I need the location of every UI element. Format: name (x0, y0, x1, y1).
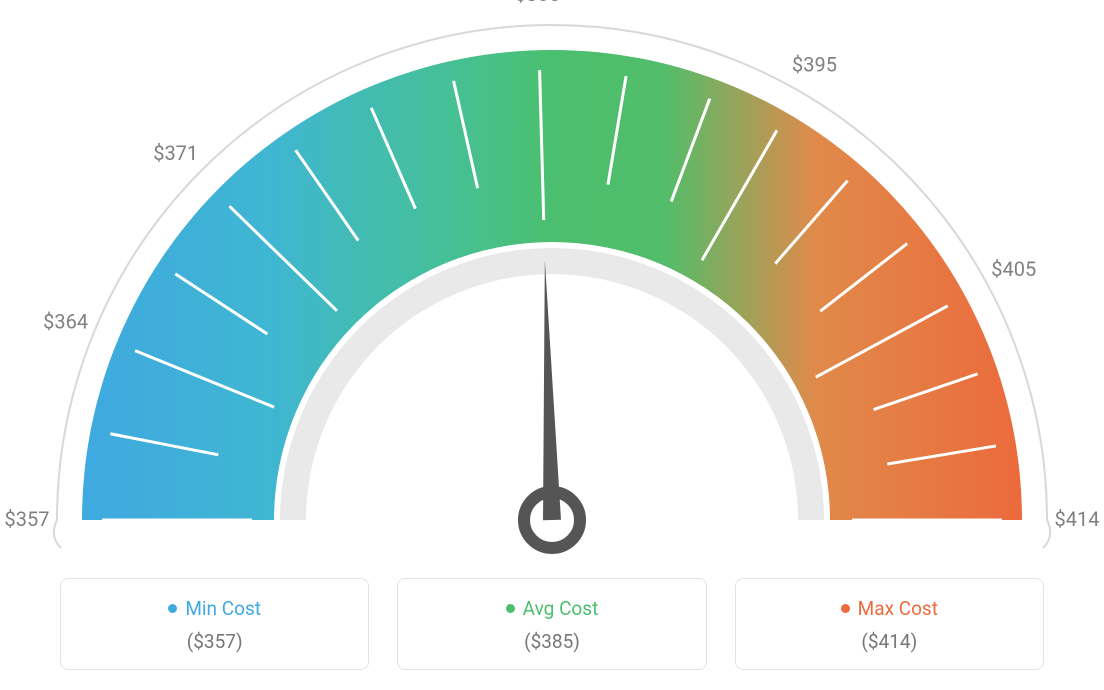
legend-label-min: Min Cost (185, 597, 261, 620)
legend-top: Min Cost (71, 597, 358, 620)
legend-card-max: Max Cost ($414) (735, 578, 1044, 670)
gauge-svg: $357 $364 $371 $385 $395 $405 $414 (0, 0, 1104, 560)
legend-dot-avg (506, 604, 515, 613)
legend-value-min: ($357) (71, 630, 358, 653)
gauge-chart: $357 $364 $371 $385 $395 $405 $414 (0, 0, 1104, 560)
legend-dot-max (841, 604, 850, 613)
legend-card-min: Min Cost ($357) (60, 578, 369, 670)
legend-label-avg: Avg Cost (523, 597, 599, 620)
svg-text:$385: $385 (515, 0, 560, 6)
legend-card-avg: Avg Cost ($385) (397, 578, 706, 670)
svg-text:$357: $357 (5, 507, 50, 531)
legend-value-max: ($414) (746, 630, 1033, 653)
legend-dot-min (168, 604, 177, 613)
legend-label-max: Max Cost (858, 597, 938, 620)
legend-value-avg: ($385) (408, 630, 695, 653)
svg-text:$405: $405 (991, 257, 1036, 281)
svg-text:$371: $371 (153, 141, 198, 165)
svg-text:$414: $414 (1055, 507, 1100, 531)
legend-row: Min Cost ($357) Avg Cost ($385) Max Cost… (60, 578, 1044, 670)
legend-top: Avg Cost (408, 597, 695, 620)
svg-text:$364: $364 (43, 309, 88, 333)
legend-top: Max Cost (746, 597, 1033, 620)
svg-text:$395: $395 (792, 52, 837, 76)
